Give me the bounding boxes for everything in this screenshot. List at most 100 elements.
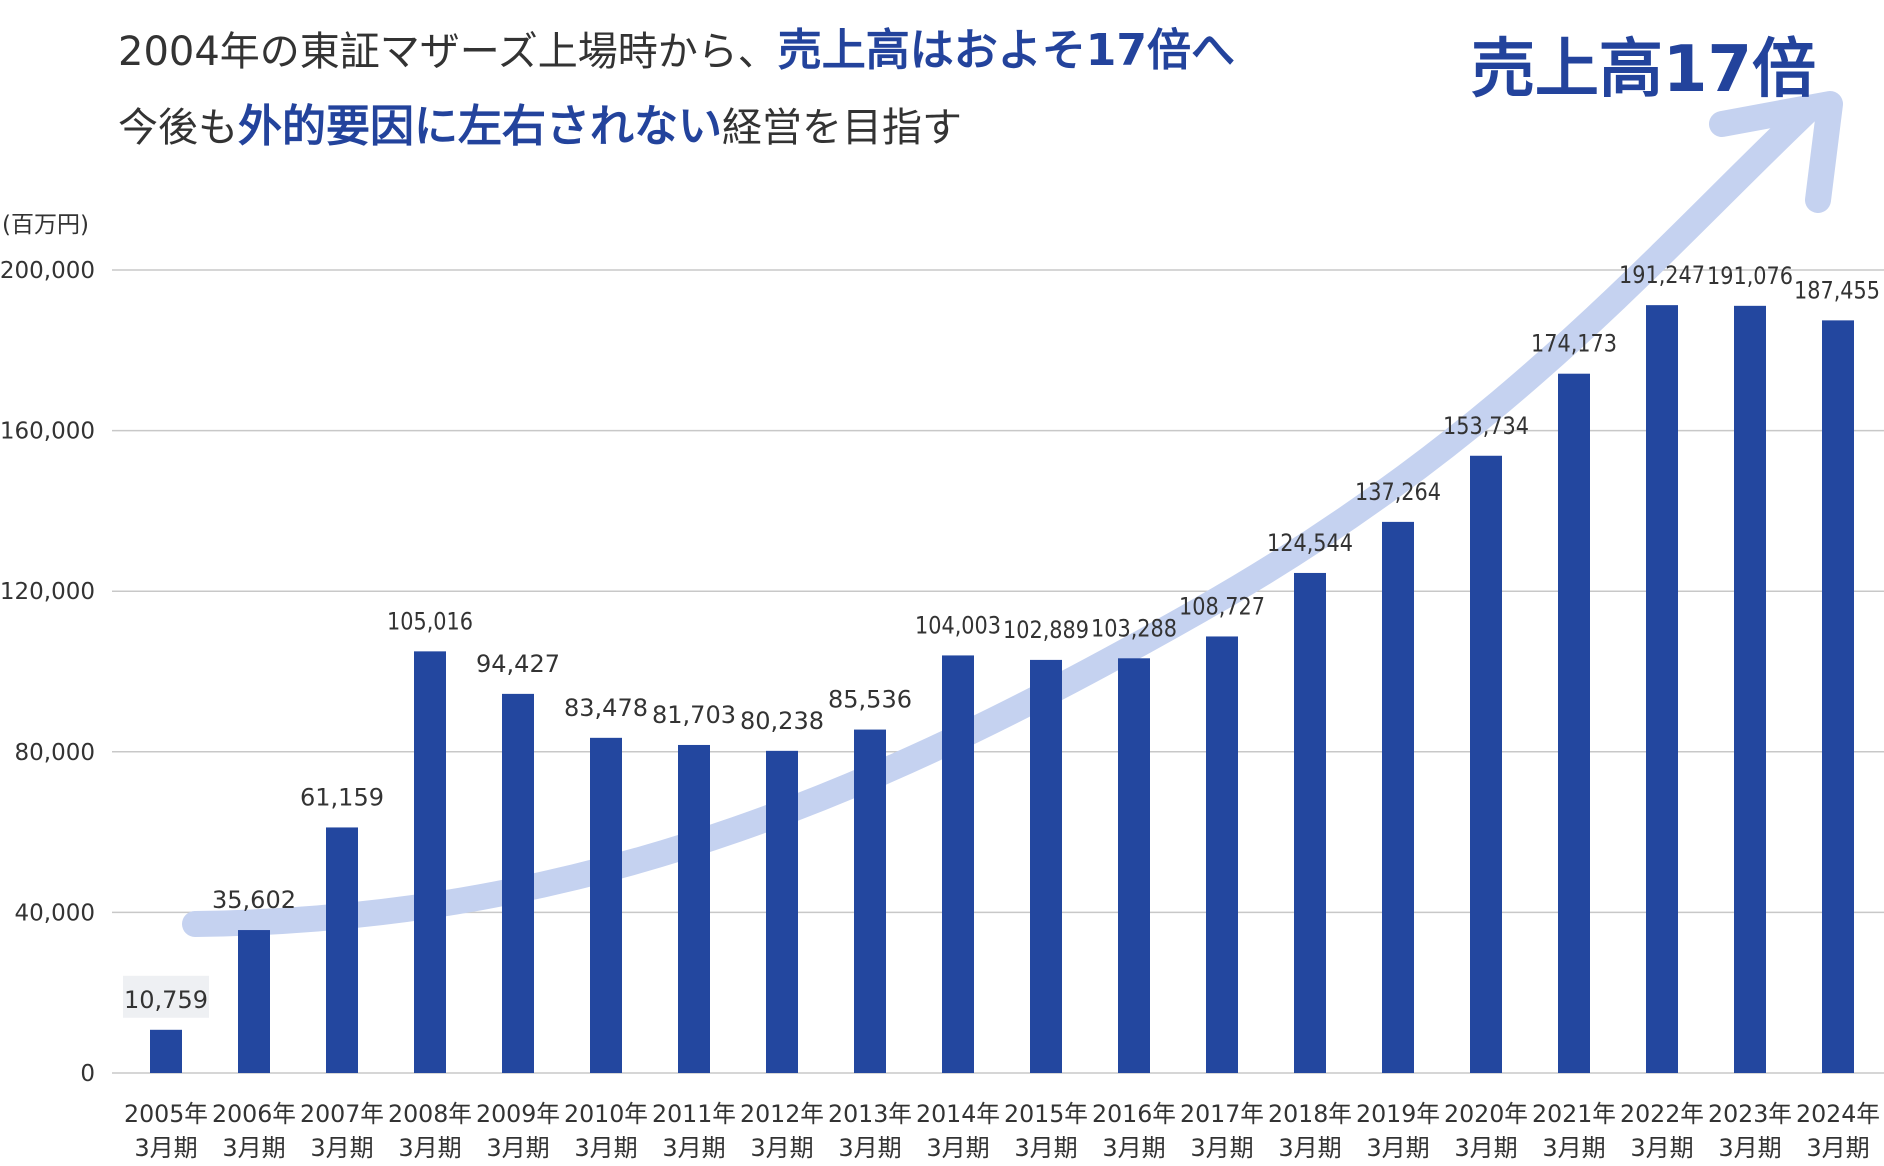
data-label-background [123,975,209,1018]
x-tick-label-year: 2015年 [1004,1100,1088,1128]
x-tick-label-period: 3月期 [750,1134,813,1162]
x-tick-label-period: 3月期 [398,1134,461,1162]
data-label: 81,703 [652,701,736,729]
x-tick-label-year: 2018年 [1268,1100,1352,1128]
x-tick-label-period: 3月期 [1014,1134,1077,1162]
x-tick-label-period: 3月期 [310,1134,373,1162]
bar [326,827,358,1073]
bar [942,655,974,1073]
x-tick-label-year: 2022年 [1620,1100,1704,1128]
data-label: 80,238 [740,707,824,735]
y-tick-label: 120,000 [0,579,95,605]
data-label: 61,159 [300,783,384,811]
headline-line2-highlight: 外的要因に左右されない [238,101,722,152]
x-tick-label-year: 2009年 [476,1100,560,1128]
y-tick-label: 80,000 [15,740,95,766]
axes: (百万円) 0 40,000 80,000 120,000 160,000 200,000… [0,212,1880,1162]
y-tick-label: 40,000 [15,900,95,926]
x-tick-label-year: 2017年 [1180,1100,1264,1128]
data-label: 137,264 [1355,478,1441,506]
data-label: 187,455 [1794,276,1880,304]
bar [1734,305,1766,1074]
bar [502,693,534,1073]
x-tick-label-period: 3月期 [486,1134,549,1162]
headline-line-2: 今後も外的要因に左右されない経営を目指す [118,90,962,154]
data-label: 35,602 [212,886,296,914]
growth-arrow [182,91,1843,937]
data-label: 191,076 [1707,262,1793,290]
x-tick-label-year: 2010年 [564,1100,648,1128]
bar [1822,320,1854,1073]
x-tick-label-year: 2012年 [740,1100,824,1128]
headline-line2-post: 経営を目指す [722,105,962,151]
data-label: 191,247 [1619,261,1705,289]
growth-arrow-curve [182,95,1823,937]
x-tick-label-year: 2016年 [1092,1100,1176,1128]
x-tick-label-period: 3月期 [574,1134,637,1162]
data-label: 153,734 [1443,412,1529,440]
headline-line-1: 2004年の東証マザーズ上場時から、売上高はおよそ17倍へ [118,14,1235,78]
arrow-callout-label: 売上高17倍 [1470,33,1816,107]
bar [766,750,798,1073]
bar [590,737,622,1073]
data-label: 124,544 [1267,529,1353,557]
data-label: 104,003 [915,611,1001,639]
y-tick-label: 160,000 [0,419,95,445]
x-tick-label-year: 2024年 [1796,1100,1880,1128]
data-label: 108,727 [1179,592,1265,620]
data-label: 94,427 [476,650,560,678]
data-label: 102,889 [1003,616,1089,644]
data-label: 174,173 [1531,330,1617,358]
x-tick-label-period: 3月期 [1806,1134,1869,1162]
x-tick-label-year: 2007年 [300,1100,384,1128]
y-axis-unit-label: (百万円) [2,212,89,238]
x-tick-label-year: 2020年 [1444,1100,1528,1128]
data-label: 10,759 [124,986,208,1014]
y-tick-label: 200,000 [0,258,95,284]
bar [1558,373,1590,1073]
bar [1470,455,1502,1073]
x-tick-label-year: 2005年 [124,1100,208,1128]
bar [1118,658,1150,1073]
x-tick-label-period: 3月期 [1630,1134,1693,1162]
x-tick-label-period: 3月期 [1190,1134,1253,1162]
y-tick-label: 0 [80,1061,95,1087]
x-tick-label-year: 2006年 [212,1100,296,1128]
headline-line1-highlight: 売上高はおよそ17倍へ [777,25,1236,76]
bar [1030,659,1062,1073]
x-tick-label-period: 3月期 [1718,1134,1781,1162]
bar [238,930,270,1073]
grid-lines [112,269,1884,1074]
x-tick-label-period: 3月期 [1454,1134,1517,1162]
bar [678,744,710,1073]
x-tick-label-period: 3月期 [1542,1134,1605,1162]
growth-arrow-head [1709,91,1843,213]
x-tick-label-period: 3月期 [838,1134,901,1162]
bar [1382,521,1414,1073]
x-tick-label-period: 3月期 [1278,1134,1341,1162]
x-tick-label-period: 3月期 [134,1134,197,1162]
x-tick-label-year: 2014年 [916,1100,1000,1128]
data-label: 105,016 [387,607,473,635]
bar [854,729,886,1073]
x-tick-label-period: 3月期 [926,1134,989,1162]
x-tick-label-year: 2023年 [1708,1100,1792,1128]
data-label: 83,478 [564,694,648,722]
bar [150,1029,182,1073]
bar [1294,572,1326,1073]
x-tick-label-year: 2019年 [1356,1100,1440,1128]
x-tick-label-period: 3月期 [222,1134,285,1162]
x-tick-label-year: 2013年 [828,1100,912,1128]
headline-line2-pre: 今後も [118,105,238,151]
data-label: 85,536 [828,686,912,714]
x-tick-label-period: 3月期 [662,1134,725,1162]
bar [1646,305,1678,1073]
x-tick-label-period: 3月期 [1366,1134,1429,1162]
x-tick-label-year: 2008年 [388,1100,472,1128]
headline-line1-text: 2004年の東証マザーズ上場時から、 [118,29,778,75]
x-tick-label-year: 2011年 [652,1100,736,1128]
x-tick-label-period: 3月期 [1102,1134,1165,1162]
bar [414,651,446,1073]
